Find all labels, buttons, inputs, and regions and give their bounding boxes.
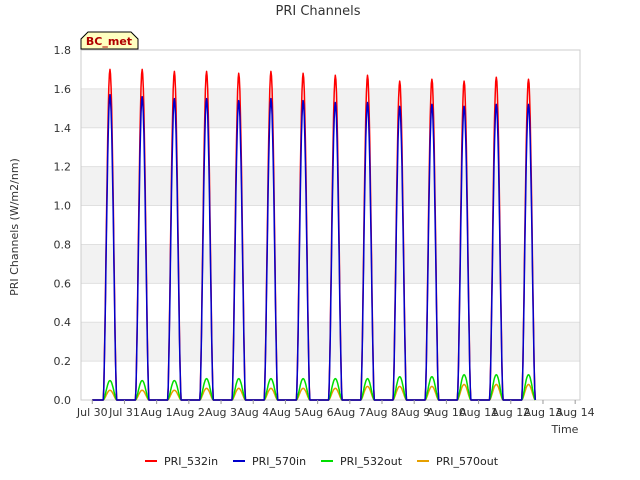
y-tick-label: 0.0	[54, 394, 72, 407]
x-tick-label: Jul 30	[76, 406, 108, 419]
x-tick-label: Aug 11	[459, 406, 498, 419]
x-axis-ticks: Jul 30 Jul 31 Aug 1 Aug 2 Aug 3 Aug 4 Aug 5 Aug…	[76, 400, 595, 419]
background-band	[81, 50, 580, 89]
background-bands	[81, 50, 580, 400]
x-tick-label: Aug 12	[491, 406, 530, 419]
legend-label: PRI_570out	[436, 455, 499, 468]
series-line-pri-570in	[92, 93, 537, 401]
background-band	[81, 127, 580, 167]
series-layer	[92, 68, 537, 401]
y-tick-label: 1.0	[54, 200, 72, 213]
y-tick-label: 0.2	[54, 355, 72, 368]
legend: PRI_532in PRI_570in PRI_532out PRI_570out	[145, 455, 499, 468]
x-tick-label: Jul 31	[108, 406, 140, 419]
y-tick-label: 1.4	[54, 122, 72, 135]
station-badge-label: BC_met	[86, 35, 132, 48]
y-axis-ticks: 0.0 0.2 0.4 0.6 0.8 1.0 1.2 1.4 1.6 1.8	[54, 44, 72, 407]
x-tick-label: Aug 2	[173, 406, 205, 419]
background-band	[81, 166, 580, 206]
legend-label: PRI_570in	[252, 455, 306, 468]
x-tick-label: Aug 3	[205, 406, 237, 419]
x-tick-label: Aug 10	[427, 406, 466, 419]
y-tick-label: 1.6	[54, 83, 72, 96]
x-tick-label: Aug 6	[302, 406, 334, 419]
x-tick-label: Aug 1	[141, 406, 173, 419]
x-axis-label: Time	[551, 423, 579, 436]
y-tick-label: 0.6	[54, 277, 72, 290]
background-band	[81, 88, 580, 128]
station-badge-box	[80, 31, 139, 50]
x-tick-label: Aug 13	[523, 406, 562, 419]
chart-title: PRI Channels	[276, 4, 361, 19]
legend-label: PRI_532out	[340, 455, 403, 468]
x-tick-label: Aug 4	[237, 406, 269, 419]
y-tick-label: 1.8	[54, 44, 72, 57]
y-tick-label: 0.4	[54, 316, 72, 329]
x-tick-label: Aug 9	[398, 406, 430, 419]
x-tick-label: Aug 7	[334, 406, 366, 419]
x-tick-label: Aug 5	[269, 406, 301, 419]
x-tick-label: Aug 14	[556, 406, 595, 419]
plot-area-frame	[80, 49, 581, 401]
background-band	[81, 205, 580, 245]
y-tick-label: 1.2	[54, 161, 72, 174]
y-axis-label: PRI Channels (W/m2/nm)	[8, 158, 21, 296]
station-badge: BC_met	[80, 31, 139, 50]
y-tick-label: 0.8	[54, 238, 72, 251]
x-tick-label: Aug 8	[366, 406, 398, 419]
legend-label: PRI_532in	[164, 455, 218, 468]
